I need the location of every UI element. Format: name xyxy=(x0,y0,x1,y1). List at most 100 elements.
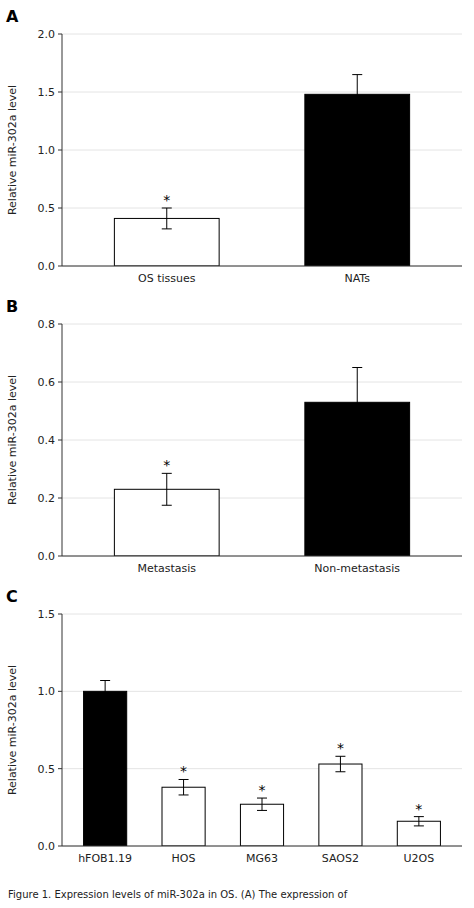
panel: 0.0 0.2 0.4 0.6 0.8 Metastasis Non-metastasis R… xyxy=(6,297,462,575)
bars xyxy=(114,368,409,557)
error-bar xyxy=(414,817,424,826)
y-tick-label: 0.2 xyxy=(38,492,56,505)
y-tick-label: 1.5 xyxy=(38,608,56,621)
grid-line xyxy=(62,266,462,267)
error-cap xyxy=(352,367,362,368)
error-bar xyxy=(352,368,362,438)
grid-line xyxy=(62,324,462,325)
error-bar xyxy=(335,756,345,771)
y-tick-label: 0.8 xyxy=(38,318,56,331)
error-cap xyxy=(352,437,362,438)
error-line xyxy=(166,208,167,229)
error-line xyxy=(357,75,358,114)
y-tick xyxy=(58,92,62,93)
y-tick xyxy=(58,208,62,209)
y-axis xyxy=(62,614,63,846)
panel: 0.0 0.5 1.0 1.5 hFOB1.19 HOS MG63 SAOS2 U2OS Rela… xyxy=(6,587,462,865)
bars xyxy=(114,75,409,266)
grid-line xyxy=(62,382,462,383)
significance-star: * xyxy=(337,740,344,756)
error-line xyxy=(166,473,167,505)
y-tick xyxy=(58,556,62,557)
y-tick xyxy=(58,691,62,692)
panel-label: B xyxy=(6,297,18,316)
y-tick-label: 0.0 xyxy=(38,840,56,853)
bar xyxy=(240,804,283,846)
y-axis xyxy=(62,324,63,556)
y-tick xyxy=(58,846,62,847)
bar xyxy=(84,691,127,846)
y-tick xyxy=(58,768,62,769)
figure: 0.00.51.01.52.0OS tissuesNATsRelative mi… xyxy=(0,0,474,908)
y-tick xyxy=(58,150,62,151)
significance-star: * xyxy=(180,763,187,779)
y-tick-label: 1.0 xyxy=(38,685,56,698)
y-tick-label: 1.5 xyxy=(38,86,56,99)
y-tick xyxy=(58,324,62,325)
x-tick-label: Metastasis xyxy=(137,562,196,575)
y-tick xyxy=(58,498,62,499)
panel-label: C xyxy=(6,587,18,606)
error-cap xyxy=(352,114,362,115)
y-tick xyxy=(58,614,62,615)
error-bar xyxy=(162,208,172,229)
x-tick-label: SAOS2 xyxy=(322,852,359,865)
y-tick-label: 0.5 xyxy=(38,202,56,215)
x-tick-label: MG63 xyxy=(246,852,278,865)
figure-caption: Figure 1. Expression levels of miR-302a … xyxy=(8,889,348,900)
x-tick-label: U2OS xyxy=(404,852,435,865)
y-tick xyxy=(58,382,62,383)
x-axis xyxy=(62,266,462,267)
error-line xyxy=(418,817,419,826)
y-tick xyxy=(58,34,62,35)
error-bar xyxy=(179,779,189,794)
grid-line xyxy=(62,846,462,847)
x-tick-label: hFOB1.19 xyxy=(78,852,132,865)
grid-line xyxy=(62,92,462,93)
significance-star: * xyxy=(415,801,422,817)
bar xyxy=(305,94,410,266)
error-bar xyxy=(257,798,267,810)
panel-label: A xyxy=(6,7,19,26)
bar xyxy=(162,787,205,846)
y-tick-label: 0.0 xyxy=(38,550,56,563)
panel: 0.00.51.01.52.0OS tissuesNATsRelative mi… xyxy=(6,7,462,285)
y-tick-label: 0.4 xyxy=(38,434,56,447)
grid-line xyxy=(62,614,462,615)
y-tick-label: 0.5 xyxy=(38,763,56,776)
x-tick-label: Non-metastasis xyxy=(314,562,400,575)
error-bar xyxy=(352,75,362,114)
error-cap xyxy=(179,794,189,795)
error-cap xyxy=(162,505,172,506)
error-cap xyxy=(335,771,345,772)
error-bar xyxy=(100,681,110,703)
error-cap xyxy=(352,74,362,75)
bar xyxy=(319,764,362,846)
x-tick-label: HOS xyxy=(172,852,196,865)
error-line xyxy=(183,779,184,794)
y-tick xyxy=(58,440,62,441)
y-tick-label: 0.0 xyxy=(38,260,56,273)
grid-line xyxy=(62,556,462,557)
error-cap xyxy=(414,825,424,826)
significance-star: * xyxy=(163,457,170,473)
grid-line xyxy=(62,34,462,35)
error-line xyxy=(357,368,358,438)
error-cap xyxy=(100,680,110,681)
y-tick-label: 2.0 xyxy=(38,28,56,41)
y-tick-label: 0.6 xyxy=(38,376,56,389)
x-axis xyxy=(62,846,462,847)
error-cap xyxy=(162,228,172,229)
x-axis xyxy=(62,556,462,557)
error-cap xyxy=(100,702,110,703)
significance-star: * xyxy=(259,782,266,798)
error-cap xyxy=(257,810,267,811)
error-line xyxy=(105,681,106,703)
y-axis xyxy=(62,34,63,266)
y-axis-label: Relative miR-302a level xyxy=(6,665,19,795)
significance-star: * xyxy=(163,192,170,208)
error-line xyxy=(340,756,341,771)
y-axis-label: Relative miR-302a level xyxy=(6,375,19,505)
y-tick-label: 1.0 xyxy=(38,144,56,157)
error-line xyxy=(262,798,263,810)
